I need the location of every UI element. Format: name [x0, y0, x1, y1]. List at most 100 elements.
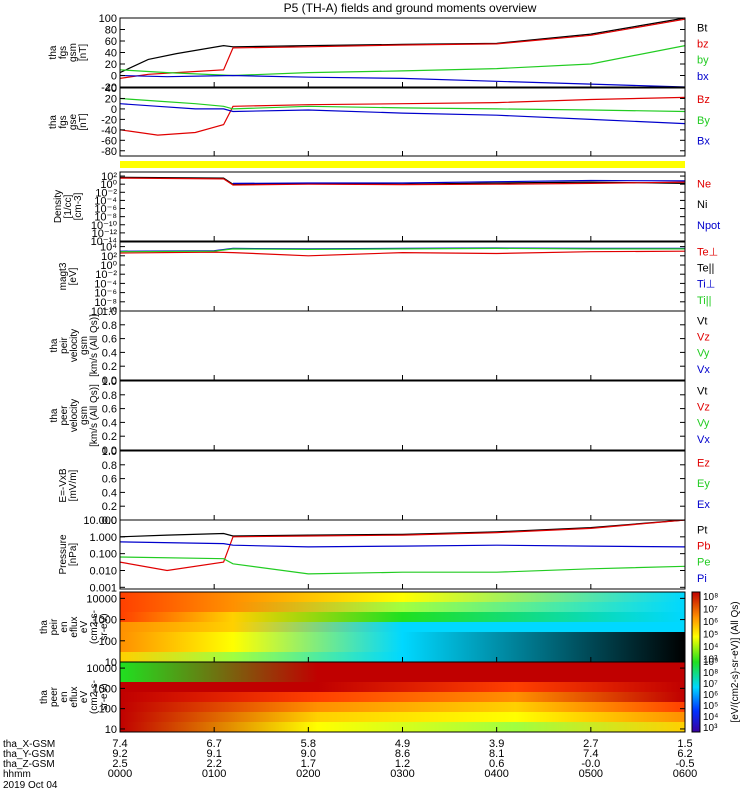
legend-entry-Ez: Ez: [697, 457, 710, 469]
series-line-Ne: [119, 177, 686, 186]
panel-frame: [119, 310, 686, 381]
y-tick-label: 1000: [93, 615, 117, 627]
ylabel-line: [nT]: [78, 44, 89, 61]
colorbar-tick-label: 10⁴: [703, 712, 718, 723]
ylabel-line: en: [59, 691, 70, 702]
panel-pressure: 10.0001.0000.1000.0100.001Pressure[nPa]P…: [58, 515, 710, 594]
ylabel-line: eV: [79, 621, 90, 634]
ylabel-line: fgs: [58, 115, 69, 128]
y-tick-label: 10⁻¹²: [92, 228, 118, 240]
y-tick-label: 10: [105, 724, 117, 736]
ephemeris-value: 7.4: [583, 748, 598, 760]
ylabel-line: velocity: [69, 399, 80, 432]
legend-entry-Npot: Npot: [697, 220, 720, 232]
colorbar: 10⁸10⁷10⁶10⁵10⁴10³10⁹10⁸10⁷10⁶10⁵10⁴10³[…: [691, 591, 741, 734]
legend-entry-Vz: Vz: [697, 332, 710, 344]
y-tick-label: 0.010: [89, 565, 117, 577]
y-tick-label: 0.0: [102, 515, 117, 527]
colorbar-tick-label: 10⁴: [703, 642, 718, 653]
series-line-Pt: [119, 519, 686, 538]
y-tick-label: 10⁻⁸: [94, 212, 117, 224]
legend-entry-by: by: [697, 55, 709, 67]
heatmap-band: [120, 662, 685, 673]
ylabel-line: Pressure: [58, 534, 69, 574]
ephemeris-value: 8.6: [395, 748, 410, 760]
ephemeris-row-label: tha_Y-GSM: [3, 749, 54, 760]
colorbar-tick-label: 10⁸: [703, 592, 718, 603]
legend-entry-bx: bx: [697, 71, 709, 83]
y-tick-label: 20: [105, 93, 117, 105]
ylabel-line: magt3: [58, 262, 69, 290]
y-tick-label: 1.0: [102, 446, 117, 458]
legend-entry-Vt: Vt: [697, 386, 707, 398]
ylabel-line: tha: [49, 408, 60, 422]
y-tick-label: 0.0: [102, 445, 117, 457]
series-line-Bx: [119, 103, 686, 125]
y-tick-label: 0.2: [102, 431, 117, 443]
ylabel-line: (cm2-s-: [89, 680, 100, 714]
y-tick-label: 0.8: [102, 460, 117, 472]
ephemeris-value: 1.7: [301, 758, 316, 770]
legend-entry-Te⊥: Te⊥: [697, 247, 718, 259]
ylabel-line: [1/cc]: [63, 194, 74, 218]
series-line-Ti||: [119, 247, 685, 253]
ephemeris-value: 8.1: [489, 748, 504, 760]
y-tick-label: 0.6: [102, 474, 117, 486]
series-line-bz: [119, 18, 686, 79]
ephemeris-value: 9.1: [207, 748, 222, 760]
panel-e-field: 1.0 0.8 0.60.4 0.2 0.0 E=-VxB[mV/m] Ez Ey Ex: [58, 446, 710, 527]
y-tick-label: 40: [105, 83, 117, 95]
time-axis-footer: tha_X-GSM 7.4 6.7 5.8 4.9 3.9 2.7 1.5 tha_Y-GSM 9…: [3, 738, 697, 791]
legend-entry-Pi: Pi: [697, 573, 707, 585]
ylabel-line: peer: [59, 405, 70, 426]
ylabel-line: gsm: [68, 43, 79, 62]
y-tick-label: 10⁻²: [95, 187, 117, 199]
y-tick-label: 20: [105, 59, 117, 71]
ylabel-line: fgs: [58, 46, 69, 59]
heatmap-band: [120, 632, 685, 643]
ylabel-line: E=-VxB: [58, 468, 69, 503]
ylabel-line: [km/s (All Qs)]: [89, 384, 100, 447]
y-tick-label: 10: [105, 657, 117, 669]
heatmap-band: [120, 622, 685, 633]
y-tick-label: 1000: [93, 683, 117, 695]
y-tick-label: 1.000: [89, 532, 117, 544]
ylabel-line: [nPa]: [68, 543, 79, 567]
heatmap-band: [120, 702, 685, 713]
ylabel-line: [mV/m]: [68, 469, 79, 501]
y-tick-label: -20: [101, 114, 117, 126]
colorbar-tick-label: 10⁶: [703, 617, 718, 628]
ylabel-line: gse: [68, 114, 79, 131]
date-label: 2019 Oct 04: [3, 780, 58, 791]
panel-frame: [119, 519, 686, 590]
series-line-Te⊥: [119, 250, 686, 257]
ephemeris-value: -0.0: [581, 758, 600, 770]
colorbar-label: [eV/(cm2-s)-sr-eV)] (All Qs): [730, 601, 741, 722]
y-tick-label: 0.4: [102, 347, 117, 359]
series-line-bx: [119, 74, 686, 88]
panel-ylabel: thapeervelocitygsm[km/s (All Qs)]: [49, 384, 100, 447]
ylabel-line: eV: [79, 691, 90, 704]
time-tick-label: 0400: [484, 768, 508, 780]
y-tick-label: 10²: [101, 251, 117, 263]
legend-entry-Bz: Bz: [697, 94, 710, 106]
y-tick-label: 0.6: [102, 404, 117, 416]
y-tick-label: -60: [101, 135, 117, 147]
y-tick-label: 10⁻⁴: [94, 195, 117, 207]
ephemeris-row-label: tha_Z-GSM: [3, 759, 55, 770]
heatmap-band: [120, 672, 685, 683]
y-tick-label: -40: [101, 125, 117, 137]
ephemeris-value: 3.9: [489, 738, 504, 750]
time-tick-label: 0300: [390, 768, 414, 780]
ylabel-line: [nT]: [78, 113, 89, 130]
y-tick-label: 0.8: [102, 320, 117, 332]
legend-entry-By: By: [697, 115, 710, 127]
legend-entry-Vy: Vy: [697, 348, 710, 360]
ylabel-line: (cm2-s-: [89, 610, 100, 644]
y-tick-label: 0.001: [89, 582, 117, 594]
panel-frame: [119, 380, 686, 451]
y-tick-label: 100: [99, 704, 117, 716]
y-tick-label: 10⁰: [100, 179, 117, 191]
